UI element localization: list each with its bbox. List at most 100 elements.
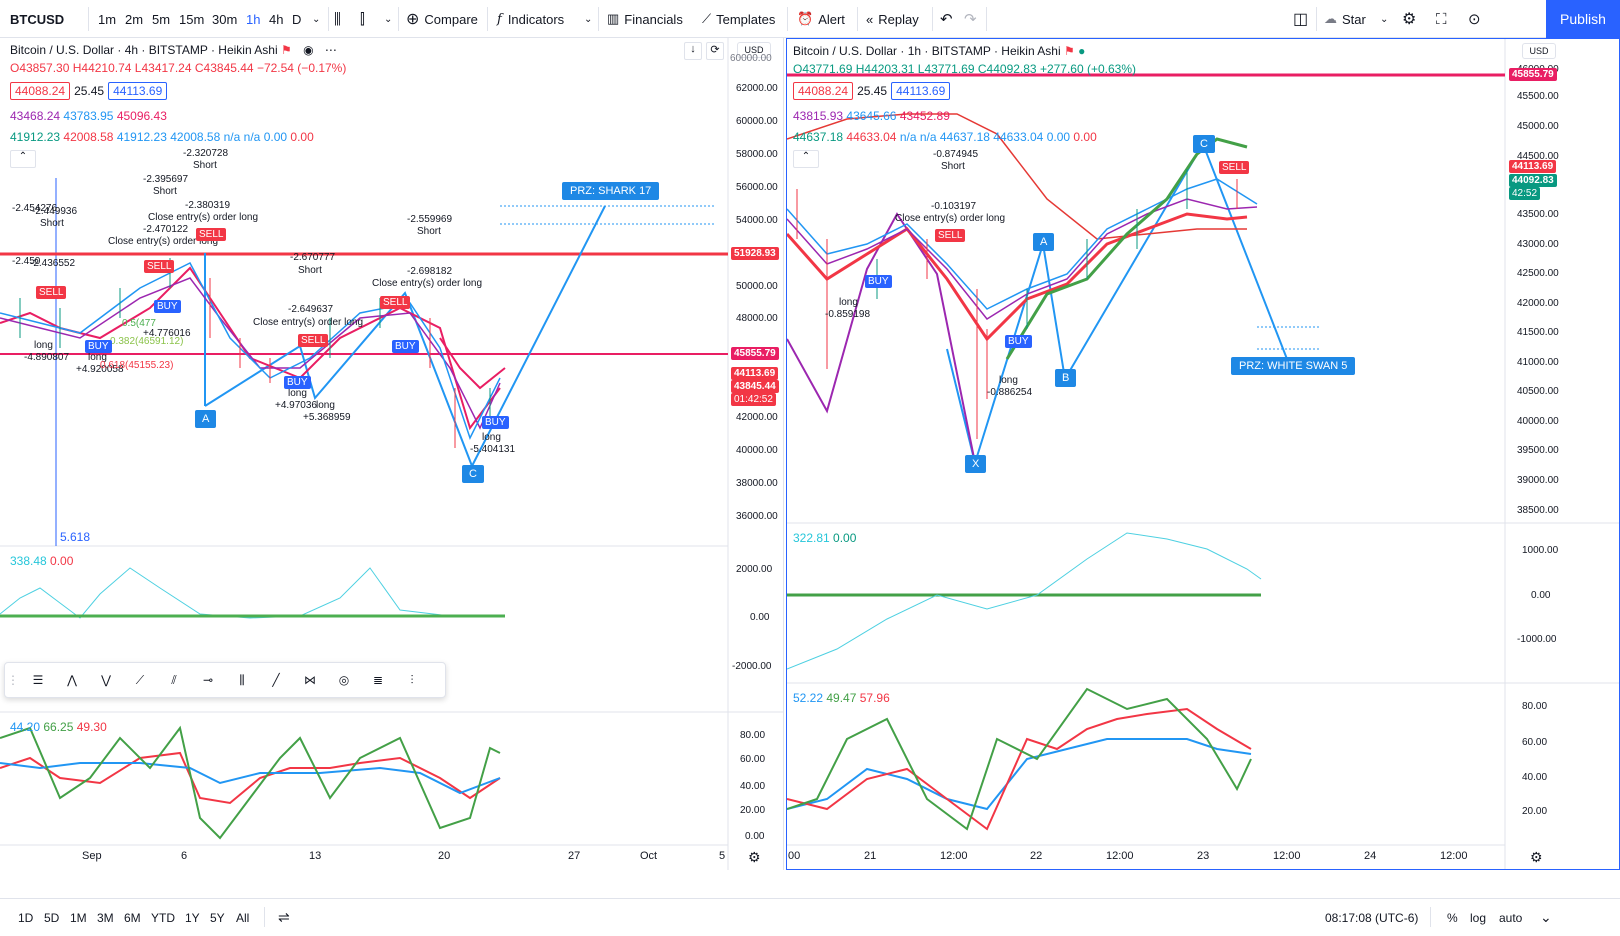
- left-chart-title[interactable]: Bitcoin / U.S. Dollar · 4h · BITSTAMP · …: [10, 43, 337, 57]
- currency-selector[interactable]: USD: [737, 42, 771, 58]
- pattern-point-a[interactable]: A: [195, 410, 217, 428]
- interval-30m[interactable]: 30m: [212, 11, 238, 27]
- gann-icon[interactable]: ◎: [338, 673, 350, 687]
- pattern-point-x[interactable]: X: [965, 455, 987, 473]
- osc-value-2: 0.00: [50, 554, 74, 568]
- interval-15m[interactable]: 15m: [179, 11, 205, 27]
- annotation: +4.97036: [275, 400, 317, 411]
- pitchfork-icon[interactable]: ≣: [372, 673, 384, 687]
- gear-icon[interactable]: ⚙: [1402, 11, 1417, 28]
- rsi-value-2: 66.25: [43, 720, 74, 734]
- annotation: long: [34, 340, 53, 351]
- interval-2m[interactable]: 2m: [125, 11, 144, 27]
- chevron-down-icon[interactable]: ⌄: [1380, 13, 1389, 25]
- abc-pattern-icon[interactable]: ⋁: [101, 673, 111, 687]
- camera-icon[interactable]: ⊙: [1468, 11, 1481, 28]
- price-label: 42000.00: [1517, 298, 1559, 309]
- pattern-point-b[interactable]: B: [1055, 369, 1077, 387]
- range-3m[interactable]: 3M: [97, 910, 114, 925]
- collapse-legend-icon[interactable]: ⌃: [10, 150, 36, 168]
- drag-handle-icon[interactable]: ⋮: [7, 673, 19, 687]
- prz-label[interactable]: PRZ: WHITE SWAN 5: [1231, 357, 1356, 375]
- chevron-down-icon[interactable]: ⌄: [584, 13, 593, 25]
- restore-icon[interactable]: ⟳: [706, 42, 724, 60]
- replay-button[interactable]: «Replay: [866, 0, 919, 38]
- prz-label[interactable]: PRZ: SHARK 17: [562, 182, 660, 200]
- range-ytd[interactable]: YTD: [151, 910, 175, 925]
- clock-time[interactable]: 08:17:08 (UTC-6): [1325, 910, 1419, 925]
- price-label: 41000.00: [1517, 357, 1559, 368]
- interval-1h[interactable]: 1h: [246, 11, 261, 27]
- redo-icon[interactable]: ↷: [964, 11, 977, 28]
- gear-icon[interactable]: ⚙: [1530, 849, 1543, 865]
- range-5y[interactable]: 5Y: [210, 910, 225, 925]
- parallel-channel-icon[interactable]: ⫽: [171, 672, 177, 687]
- ask-box[interactable]: 44113.69: [891, 82, 951, 100]
- fullscreen-icon[interactable]: ⛶: [1436, 10, 1447, 28]
- candles-icon[interactable]: ⫿: [360, 10, 365, 28]
- divider: [932, 7, 933, 31]
- range-all[interactable]: All: [236, 910, 250, 925]
- eye-icon[interactable]: ◉: [303, 43, 314, 57]
- long-position-icon[interactable]: ⫼: [239, 672, 245, 687]
- symbol-search[interactable]: BTCUSD: [10, 11, 65, 27]
- divider: [986, 7, 987, 31]
- right-ind-legend: 44637.18 44633.04 n/a n/a 44637.18 44633…: [793, 130, 1097, 144]
- right-chart-pane[interactable]: Bitcoin / U.S. Dollar · 1h · BITSTAMP · …: [786, 38, 1620, 870]
- undo-icon[interactable]: ↶: [940, 11, 953, 28]
- financials-icon: ▥: [607, 11, 620, 26]
- auto-toggle[interactable]: auto: [1499, 910, 1523, 925]
- right-chart-title[interactable]: Bitcoin / U.S. Dollar · 1h · BITSTAMP · …: [793, 44, 1085, 58]
- pattern-point-c[interactable]: C: [462, 465, 484, 483]
- price-label: 42500.00: [1517, 268, 1559, 279]
- chevron-down-icon[interactable]: ⌄: [384, 13, 393, 25]
- range-1m[interactable]: 1M: [70, 910, 87, 925]
- scroll-down-icon[interactable]: ↓: [684, 42, 702, 60]
- bid-box[interactable]: 44088.24: [793, 82, 854, 100]
- financials-label: Financials: [624, 11, 683, 27]
- ask-box[interactable]: 44113.69: [108, 82, 168, 100]
- range-1y[interactable]: 1Y: [185, 910, 200, 925]
- range-5d[interactable]: 5D: [44, 910, 60, 925]
- bar-style-icon[interactable]: ⫼: [334, 10, 341, 28]
- head-shoulders-icon[interactable]: ⋈: [304, 673, 316, 687]
- interval-5m[interactable]: 5m: [152, 11, 171, 27]
- range-1d[interactable]: 1D: [18, 910, 34, 925]
- templates-button[interactable]: ⟋ Templates: [702, 0, 775, 38]
- publish-button[interactable]: Publish: [1546, 0, 1620, 38]
- percent-toggle[interactable]: %: [1447, 910, 1458, 925]
- trend-line-icon[interactable]: ⟋: [135, 672, 145, 687]
- rsi-axis-label: 20.00: [740, 805, 766, 816]
- collapse-icon[interactable]: ⌄: [1540, 909, 1552, 925]
- ind-value-6: 44633.04: [993, 130, 1044, 144]
- horizontal-line-icon[interactable]: ⊸: [202, 673, 214, 687]
- log-toggle[interactable]: log: [1470, 910, 1487, 925]
- left-chart-pane[interactable]: Bitcoin / U.S. Dollar · 4h · BITSTAMP · …: [0, 38, 784, 870]
- osc-axis-label: 0.00: [750, 612, 770, 623]
- collapse-legend-icon[interactable]: ⌃: [793, 150, 819, 168]
- pattern-point-a[interactable]: A: [1033, 233, 1055, 251]
- bid-box[interactable]: 44088.24: [10, 82, 71, 100]
- ray-icon[interactable]: ╱: [272, 673, 280, 687]
- more-icon[interactable]: ⋯: [324, 43, 337, 57]
- alert-button[interactable]: ⏰ Alert: [797, 0, 845, 38]
- fib-extension-icon[interactable]: ⫶: [410, 672, 414, 687]
- currency-selector[interactable]: USD: [1522, 43, 1556, 59]
- annotation: Close entry(s) order long: [253, 317, 364, 328]
- gear-icon[interactable]: ⚙: [748, 849, 761, 865]
- chevron-down-icon[interactable]: ⌄: [312, 13, 321, 25]
- left-osc-legend: 338.48 0.00: [10, 554, 73, 568]
- compare-button[interactable]: ⊕ Compare: [406, 0, 478, 38]
- financials-button[interactable]: ▥ Financials: [607, 0, 683, 38]
- interval-4h[interactable]: 4h: [269, 11, 284, 27]
- calendar-range-icon[interactable]: ⇌: [278, 909, 290, 925]
- fib-retracement-icon[interactable]: ☰: [32, 673, 44, 687]
- indicators-button[interactable]: f Indicators: [497, 0, 564, 38]
- interval-d[interactable]: D: [292, 11, 302, 27]
- star-button[interactable]: ☁ Star: [1324, 0, 1366, 38]
- range-6m[interactable]: 6M: [124, 910, 141, 925]
- interval-1m[interactable]: 1m: [98, 11, 117, 27]
- layout-icon[interactable]: ◫: [1293, 11, 1309, 28]
- pattern-point-c[interactable]: C: [1193, 135, 1215, 153]
- xabcd-pattern-icon[interactable]: ⋀: [67, 673, 77, 687]
